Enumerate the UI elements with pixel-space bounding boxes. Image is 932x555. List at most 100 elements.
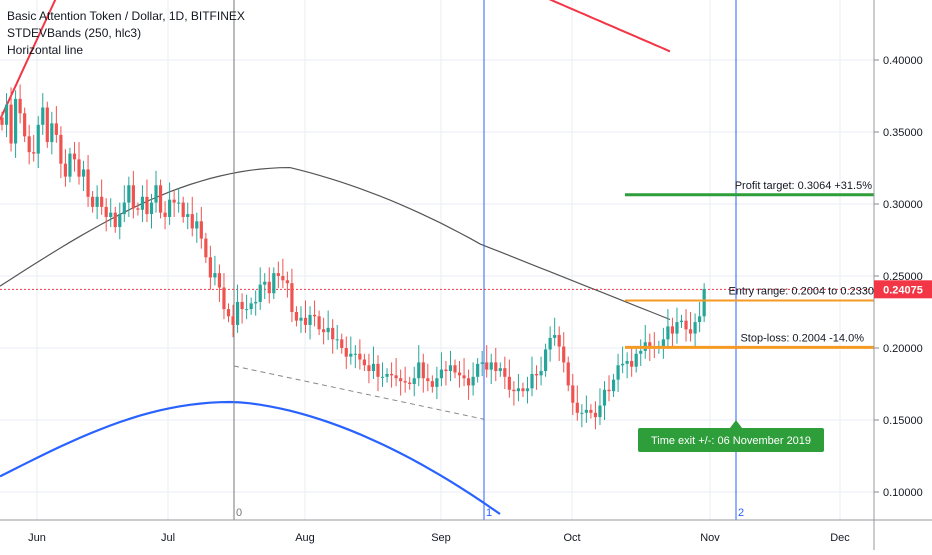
candle[interactable]	[131, 170, 135, 219]
candle[interactable]	[59, 126, 63, 179]
candle[interactable]	[435, 366, 439, 400]
candle[interactable]	[258, 267, 262, 310]
candle[interactable]	[140, 185, 145, 222]
candle[interactable]	[485, 345, 489, 378]
candle[interactable]	[417, 345, 421, 387]
candle[interactable]	[136, 202, 140, 216]
candle[interactable]	[652, 332, 656, 359]
candle[interactable]	[23, 107, 27, 143]
candle[interactable]	[322, 317, 326, 345]
candle[interactable]	[389, 362, 394, 388]
candle[interactable]	[27, 124, 31, 165]
candle[interactable]	[516, 373, 521, 402]
candle[interactable]	[639, 339, 643, 366]
candle[interactable]	[13, 90, 18, 158]
candle[interactable]	[371, 346, 376, 379]
candle[interactable]	[104, 198, 108, 232]
candle[interactable]	[195, 212, 199, 243]
candle[interactable]	[81, 160, 86, 192]
candle[interactable]	[476, 358, 480, 383]
candle[interactable]	[489, 353, 493, 384]
candle[interactable]	[566, 356, 570, 392]
candle[interactable]	[480, 350, 484, 377]
indicator-label[interactable]: STDEVBands (250, hlc3)	[7, 26, 142, 40]
candle[interactable]	[45, 101, 49, 148]
candle[interactable]	[290, 268, 294, 323]
candle[interactable]	[281, 258, 285, 289]
candle[interactable]	[91, 191, 95, 213]
candle[interactable]	[453, 359, 457, 379]
candle[interactable]	[462, 358, 466, 387]
candle[interactable]	[204, 232, 208, 264]
candle[interactable]	[235, 284, 240, 333]
candle[interactable]	[303, 300, 308, 333]
candle[interactable]	[580, 404, 584, 428]
candle[interactable]	[72, 142, 77, 172]
time-exit-callout[interactable]: Time exit +/-: 06 November 2019	[638, 420, 824, 452]
candle[interactable]	[466, 369, 471, 400]
candle[interactable]	[63, 149, 68, 187]
candle[interactable]	[217, 264, 222, 302]
candle[interactable]	[109, 198, 113, 228]
candle[interactable]	[358, 339, 362, 370]
candle[interactable]	[643, 324, 647, 359]
candle[interactable]	[621, 346, 625, 374]
candle[interactable]	[353, 345, 357, 369]
candle[interactable]	[158, 179, 163, 219]
candle[interactable]	[698, 301, 702, 333]
candle[interactable]	[32, 134, 36, 162]
candle[interactable]	[299, 306, 303, 333]
candle[interactable]	[18, 84, 22, 124]
candle[interactable]	[530, 356, 534, 397]
candle[interactable]	[666, 309, 670, 348]
candle[interactable]	[208, 245, 212, 290]
candle[interactable]	[430, 375, 434, 393]
candle[interactable]	[335, 324, 339, 350]
candle[interactable]	[226, 303, 231, 323]
candle[interactable]	[630, 346, 634, 377]
candle[interactable]	[190, 196, 194, 237]
candle[interactable]	[670, 317, 675, 348]
candle[interactable]	[544, 343, 548, 377]
candle[interactable]	[267, 267, 271, 304]
candle[interactable]	[68, 147, 72, 183]
candle[interactable]	[675, 307, 679, 344]
candle[interactable]	[693, 313, 697, 348]
candle[interactable]	[149, 193, 154, 229]
candle[interactable]	[163, 201, 167, 230]
candle[interactable]	[41, 93, 45, 135]
candle[interactable]	[331, 319, 335, 354]
candle[interactable]	[380, 362, 385, 387]
candle[interactable]	[494, 348, 498, 382]
candle[interactable]	[399, 369, 403, 396]
candle[interactable]	[172, 191, 176, 217]
candle[interactable]	[254, 290, 258, 316]
candle[interactable]	[272, 267, 276, 300]
candle[interactable]	[312, 300, 317, 327]
candle[interactable]	[702, 283, 706, 323]
candle[interactable]	[444, 360, 448, 386]
candle[interactable]	[326, 310, 330, 341]
candle[interactable]	[186, 202, 190, 230]
candle[interactable]	[349, 336, 353, 365]
symbol-title[interactable]: Basic Attention Token / Dollar, 1D, BITF…	[7, 9, 245, 23]
candle[interactable]	[4, 93, 9, 138]
candle[interactable]	[240, 293, 244, 324]
candle[interactable]	[263, 273, 267, 300]
candle[interactable]	[548, 326, 552, 362]
candle[interactable]	[403, 366, 407, 393]
candle[interactable]	[118, 202, 122, 240]
candle[interactable]	[625, 352, 629, 379]
trend-line[interactable]	[233, 365, 485, 420]
candle[interactable]	[285, 271, 289, 298]
candle[interactable]	[86, 155, 90, 207]
candle[interactable]	[584, 395, 588, 423]
candle[interactable]	[367, 353, 371, 384]
candle[interactable]	[122, 185, 126, 222]
candle[interactable]	[77, 142, 81, 185]
candle[interactable]	[534, 365, 539, 390]
candle[interactable]	[539, 356, 543, 386]
candle[interactable]	[503, 356, 507, 390]
candle[interactable]	[168, 182, 172, 225]
